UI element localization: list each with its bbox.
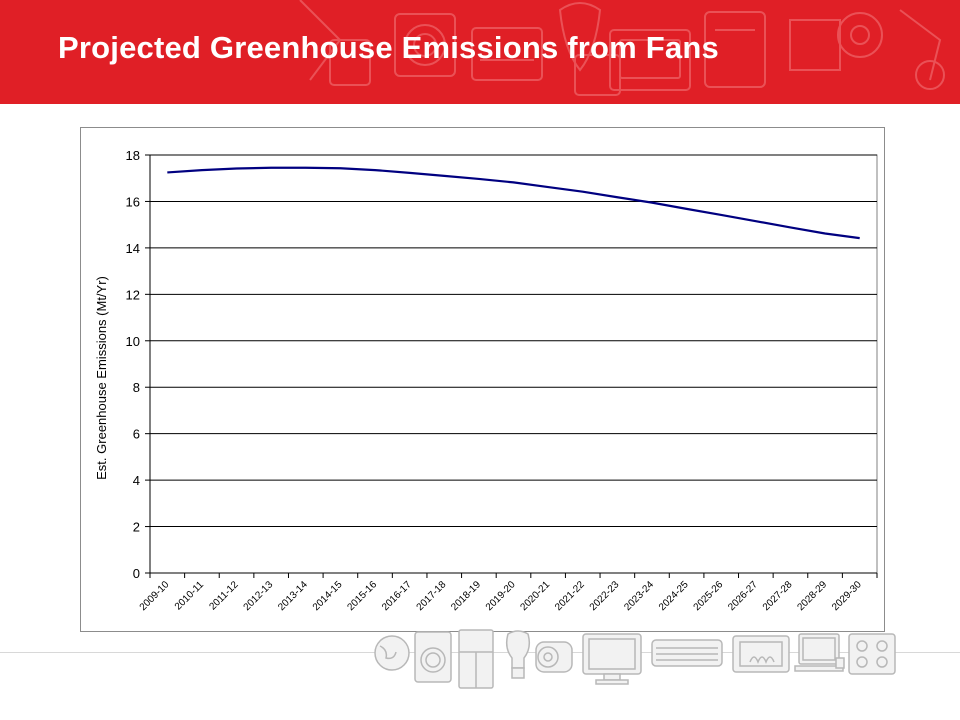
- x-tick-label: 2022-23: [588, 579, 622, 613]
- x-tick-label: 2015-16: [345, 579, 379, 613]
- footer-appliance-icons: [374, 629, 896, 689]
- x-tick-label: 2026-27: [726, 579, 760, 613]
- x-tick-label: 2023-24: [622, 579, 656, 613]
- y-tick-label: 6: [133, 427, 140, 442]
- x-tick-label: 2027-28: [761, 579, 795, 613]
- cooktop-icon: [848, 633, 896, 675]
- x-tick-label: 2018-19: [449, 579, 483, 613]
- x-tick-label: 2019-20: [484, 579, 518, 613]
- x-tick-label: 2017-18: [415, 579, 449, 613]
- header-watermark-icons: [299, 0, 945, 96]
- x-tick-label: 2016-17: [380, 579, 414, 613]
- plot-area-border: [149, 154, 878, 574]
- y-tick-label: 16: [126, 194, 140, 209]
- y-tick-label: 0: [133, 566, 140, 581]
- y-tick-label: 14: [126, 241, 140, 256]
- washing-machine-icon: [414, 631, 452, 683]
- x-tick-label: 2021-22: [553, 579, 587, 613]
- y-tick-label: 10: [126, 334, 140, 349]
- x-tick-label: 2020-21: [519, 579, 553, 613]
- page-title: Projected Greenhouse Emissions from Fans: [58, 30, 719, 65]
- computer-icon: [794, 633, 845, 672]
- x-tick-label: 2014-15: [311, 579, 345, 613]
- x-tick-label: 2024-25: [657, 579, 691, 613]
- globe-icon: [374, 635, 410, 671]
- y-axis-label: Est. Greenhouse Emissions (Mt/Yr): [94, 276, 109, 480]
- x-tick-label: 2010-11: [173, 579, 207, 613]
- x-tick-label: 2012-13: [242, 579, 276, 613]
- television-icon: [582, 633, 642, 685]
- header-banner: Projected Greenhouse Emissions from Fans: [0, 0, 960, 104]
- x-tick-label: 2025-26: [692, 579, 726, 613]
- motor-icon: [535, 641, 573, 673]
- y-tick-label: 8: [133, 380, 140, 395]
- x-tick-label: 2009-10: [138, 579, 172, 613]
- y-tick-label: 18: [126, 148, 140, 163]
- air-conditioner-icon: [651, 639, 723, 667]
- y-tick-label: 2: [133, 520, 140, 535]
- series-line: [167, 166, 860, 240]
- light-bulb-icon: [505, 630, 531, 679]
- x-tick-label: 2029-30: [830, 579, 864, 613]
- refrigerator-icon: [458, 629, 494, 689]
- x-tick-label: 2028-29: [795, 579, 829, 613]
- y-tick-label: 4: [133, 473, 140, 488]
- y-tick-label: 12: [126, 287, 140, 302]
- x-tick-label: 2013-14: [276, 579, 310, 613]
- chart-frame: 0 2 4 6 8 10 12 14 16 18 2009-10 2010-11 2011-12 201…: [80, 127, 885, 632]
- x-tick-label: 2011-12: [207, 579, 241, 613]
- heater-icon: [732, 635, 790, 673]
